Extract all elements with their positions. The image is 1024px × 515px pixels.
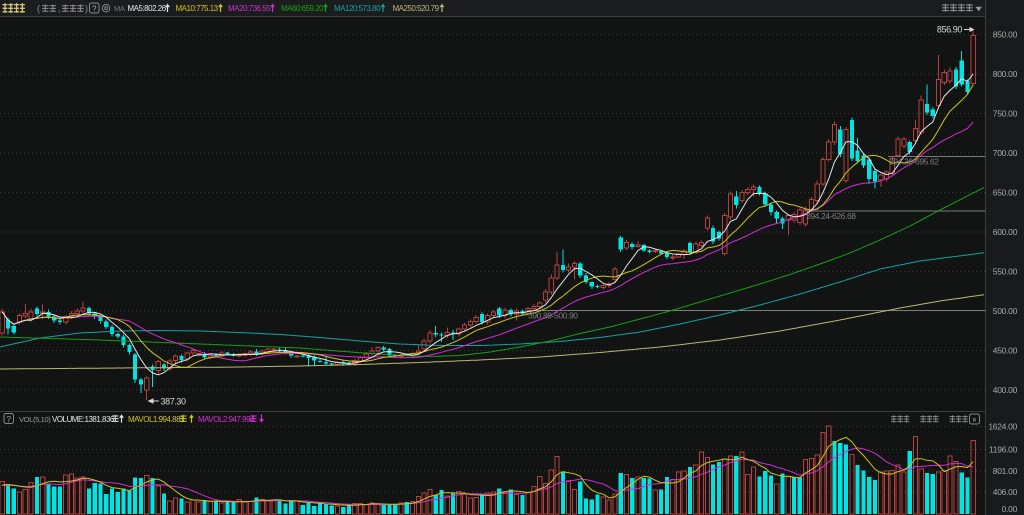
svg-text:1624.00: 1624.00: [988, 422, 1017, 432]
svg-text:394.24-626.68: 394.24-626.68: [806, 211, 856, 221]
svg-text:0.00: 0.00: [1002, 504, 1018, 514]
svg-text:MA60:659.20: MA60:659.20: [281, 4, 324, 13]
svg-text:700.00: 700.00: [993, 148, 1018, 158]
svg-text:MA: MA: [114, 4, 125, 13]
svg-text:MA5:802.26: MA5:802.26: [128, 4, 167, 13]
svg-text:750.00: 750.00: [993, 109, 1018, 119]
svg-text:650.00: 650.00: [993, 188, 1018, 198]
svg-text:400.00: 400.00: [993, 385, 1018, 395]
svg-text:600.00: 600.00: [993, 227, 1018, 237]
svg-text:?: ?: [92, 4, 97, 13]
svg-text:): ): [85, 4, 88, 14]
svg-text:VOL(5,10): VOL(5,10): [19, 415, 51, 424]
svg-text:MAVOL1:994.881: MAVOL1:994.881: [128, 415, 185, 424]
svg-text:MA250:520.79: MA250:520.79: [393, 4, 440, 13]
svg-text:×: ×: [972, 415, 977, 424]
svg-text:800.00: 800.00: [993, 69, 1018, 79]
svg-text:(: (: [37, 4, 40, 14]
svg-text:MA20:736.55: MA20:736.55: [228, 4, 271, 13]
svg-text:500.00: 500.00: [993, 306, 1018, 316]
svg-text:MA120:573.80: MA120:573.80: [334, 4, 381, 13]
svg-text:801.00: 801.00: [993, 466, 1018, 476]
svg-text:394.36-695.62: 394.36-695.62: [889, 157, 939, 167]
svg-text:VOLUME:1381.836: VOLUME:1381.836: [52, 415, 115, 424]
svg-text:MA10:775.13: MA10:775.13: [176, 4, 219, 13]
svg-text:406.00: 406.00: [993, 487, 1018, 497]
svg-text:387.30: 387.30: [161, 397, 187, 407]
svg-text:390.89-500.90: 390.89-500.90: [528, 311, 578, 321]
svg-text:550.00: 550.00: [993, 267, 1018, 277]
svg-text:MAVOL2:947.994: MAVOL2:947.994: [198, 415, 255, 424]
svg-text:856.90: 856.90: [937, 25, 963, 35]
svg-text:1196.00: 1196.00: [989, 445, 1018, 455]
svg-text:450.00: 450.00: [993, 346, 1018, 356]
svg-text:850.00: 850.00: [993, 30, 1018, 40]
svg-text:,: ,: [58, 4, 61, 14]
svg-text:?: ?: [7, 415, 12, 424]
